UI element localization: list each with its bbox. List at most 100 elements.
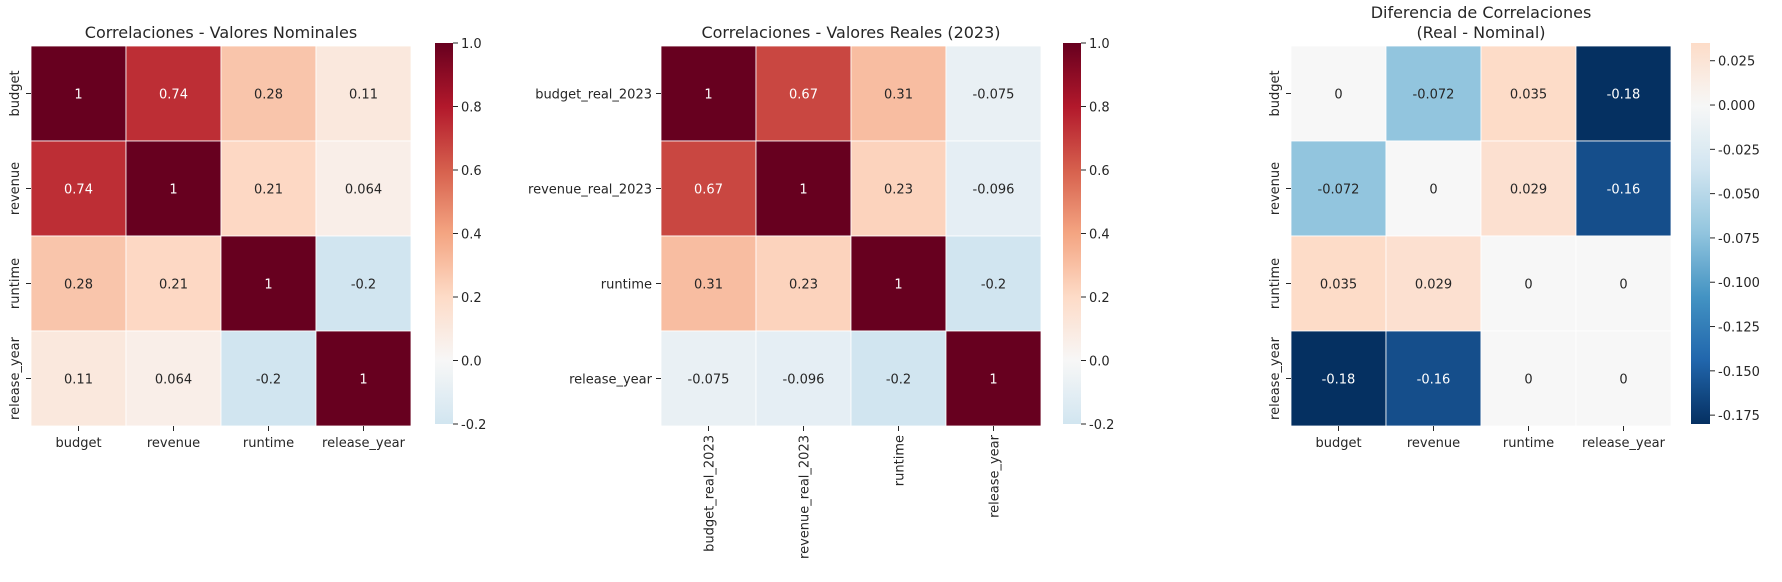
y-tick-label: runtime	[1268, 258, 1283, 309]
cell-label: -0.2	[256, 373, 281, 388]
x-tick-label: release_year	[988, 434, 1003, 518]
colorbar-tick-label: 1.0	[1089, 37, 1110, 52]
cell-label: 0	[1524, 278, 1532, 293]
heatmap-panel-3: Diferencia de Correlaciones(Real - Nomin…	[1268, 3, 1760, 451]
colorbar-tick-label: -0.025	[1718, 143, 1760, 158]
colorbar	[435, 43, 453, 424]
heatmap-cell	[125, 45, 222, 142]
cell-label: 0.31	[694, 278, 723, 293]
x-tick-label: revenue_real_2023	[798, 435, 813, 559]
cell-label: -0.072	[1413, 88, 1455, 103]
cell-label: -0.16	[1417, 373, 1451, 388]
heatmap-cell	[30, 45, 127, 142]
colorbar-tick-label: 1.0	[461, 37, 482, 52]
cell-label: 0.11	[64, 373, 93, 388]
cell-label: 1	[989, 373, 997, 388]
y-tick-label: revenue_real_2023	[528, 183, 652, 198]
heatmap-cell	[220, 45, 317, 142]
colorbar-tick-label: -0.075	[1718, 232, 1760, 247]
cell-label: 0.28	[64, 278, 93, 293]
x-tick-label: runtime	[893, 435, 908, 486]
colorbar	[1691, 43, 1710, 424]
x-tick-label: release_year	[322, 436, 406, 451]
colorbar-tick-label: 0.2	[1089, 291, 1110, 306]
cell-label: -0.2	[981, 278, 1006, 293]
y-tick-label: budget	[1268, 70, 1283, 116]
heatmap-cell	[1290, 140, 1387, 237]
cell-label: -0.075	[688, 373, 730, 388]
heatmap-panel-1: Correlaciones - Valores Nominales 1 0.74 0.…	[8, 23, 486, 451]
x-tick-label: budget	[1315, 436, 1361, 451]
heatmap-cell	[125, 140, 222, 237]
heatmap-cell	[660, 330, 757, 427]
colorbar-tick-label: 0.6	[461, 164, 482, 179]
heatmap-cell	[1385, 140, 1482, 237]
cell-label: 0.029	[1510, 183, 1547, 198]
cell-label: -0.18	[1322, 373, 1356, 388]
y-tick-label: revenue	[1268, 162, 1283, 215]
heatmap-cell	[850, 45, 947, 142]
heatmap-cell	[1480, 330, 1577, 427]
cell-label: 0.67	[694, 183, 723, 198]
cell-label: 1	[799, 183, 807, 198]
chart-title: (Real - Nominal)	[1416, 23, 1545, 42]
x-tick-label: revenue	[1407, 436, 1460, 451]
heatmap-cell	[315, 45, 412, 142]
y-tick-label: release_year	[8, 336, 23, 420]
cell-label: 1	[169, 183, 177, 198]
cell-label: -0.072	[1318, 183, 1360, 198]
cell-label: 1	[894, 278, 902, 293]
chart-title: Diferencia de Correlaciones	[1371, 3, 1592, 22]
colorbar-tick-label: 0.6	[1089, 164, 1110, 179]
y-tick-label: revenue	[8, 162, 23, 215]
heatmap-cell	[945, 140, 1042, 237]
cell-label: 0.064	[155, 373, 192, 388]
cell-label: 0.74	[64, 183, 93, 198]
cell-label: 0.31	[884, 88, 913, 103]
heatmap-cell	[30, 140, 127, 237]
cell-label: -0.096	[783, 373, 825, 388]
colorbar-tick-label: -0.175	[1718, 409, 1760, 424]
cell-label: -0.2	[886, 373, 911, 388]
y-tick-label: runtime	[8, 258, 23, 309]
x-tick-label: budget_real_2023	[703, 435, 718, 552]
cell-label: 0.23	[789, 278, 818, 293]
heatmap-cell	[755, 45, 852, 142]
cell-label: 0.035	[1320, 278, 1357, 293]
cell-label: 1	[264, 278, 272, 293]
colorbar-tick-label: -0.2	[1089, 418, 1114, 433]
cell-label: 1	[359, 373, 367, 388]
cell-label: 1	[74, 88, 82, 103]
chart-title: Correlaciones - Valores Nominales	[85, 23, 357, 42]
heatmap-cell	[1290, 330, 1387, 427]
colorbar-tick-label: 0.025	[1718, 55, 1755, 70]
heatmap-cell	[30, 330, 127, 427]
colorbar-tick-label: 0.4	[1089, 228, 1110, 243]
y-tick-label: release_year	[569, 373, 653, 388]
heatmap-cell	[1290, 235, 1387, 332]
x-tick-label: revenue	[147, 436, 200, 451]
cell-label: -0.2	[351, 278, 376, 293]
cell-label: -0.16	[1607, 183, 1641, 198]
heatmap-cell	[1385, 330, 1482, 427]
y-tick-label: runtime	[601, 278, 652, 293]
heatmap-cell	[315, 330, 412, 427]
y-tick-label: budget_real_2023	[535, 88, 652, 103]
heatmap-cell	[945, 330, 1042, 427]
colorbar-tick-label: 0.0	[461, 355, 482, 370]
y-tick-label: release_year	[1268, 336, 1283, 420]
y-tick-label: budget	[8, 70, 23, 116]
heatmap-cell	[1480, 235, 1577, 332]
colorbar-tick-label: 0.8	[461, 101, 482, 116]
cell-label: 0.23	[884, 183, 913, 198]
heatmap-cell	[660, 140, 757, 237]
heatmap-cell	[945, 235, 1042, 332]
cell-label: 0.21	[254, 183, 283, 198]
heatmap-cell	[755, 330, 852, 427]
cell-label: 0.064	[345, 183, 382, 198]
cell-label: 0	[1619, 278, 1627, 293]
colorbar	[1063, 43, 1081, 424]
heatmap-cell	[1575, 330, 1672, 427]
heatmap-cell	[850, 140, 947, 237]
